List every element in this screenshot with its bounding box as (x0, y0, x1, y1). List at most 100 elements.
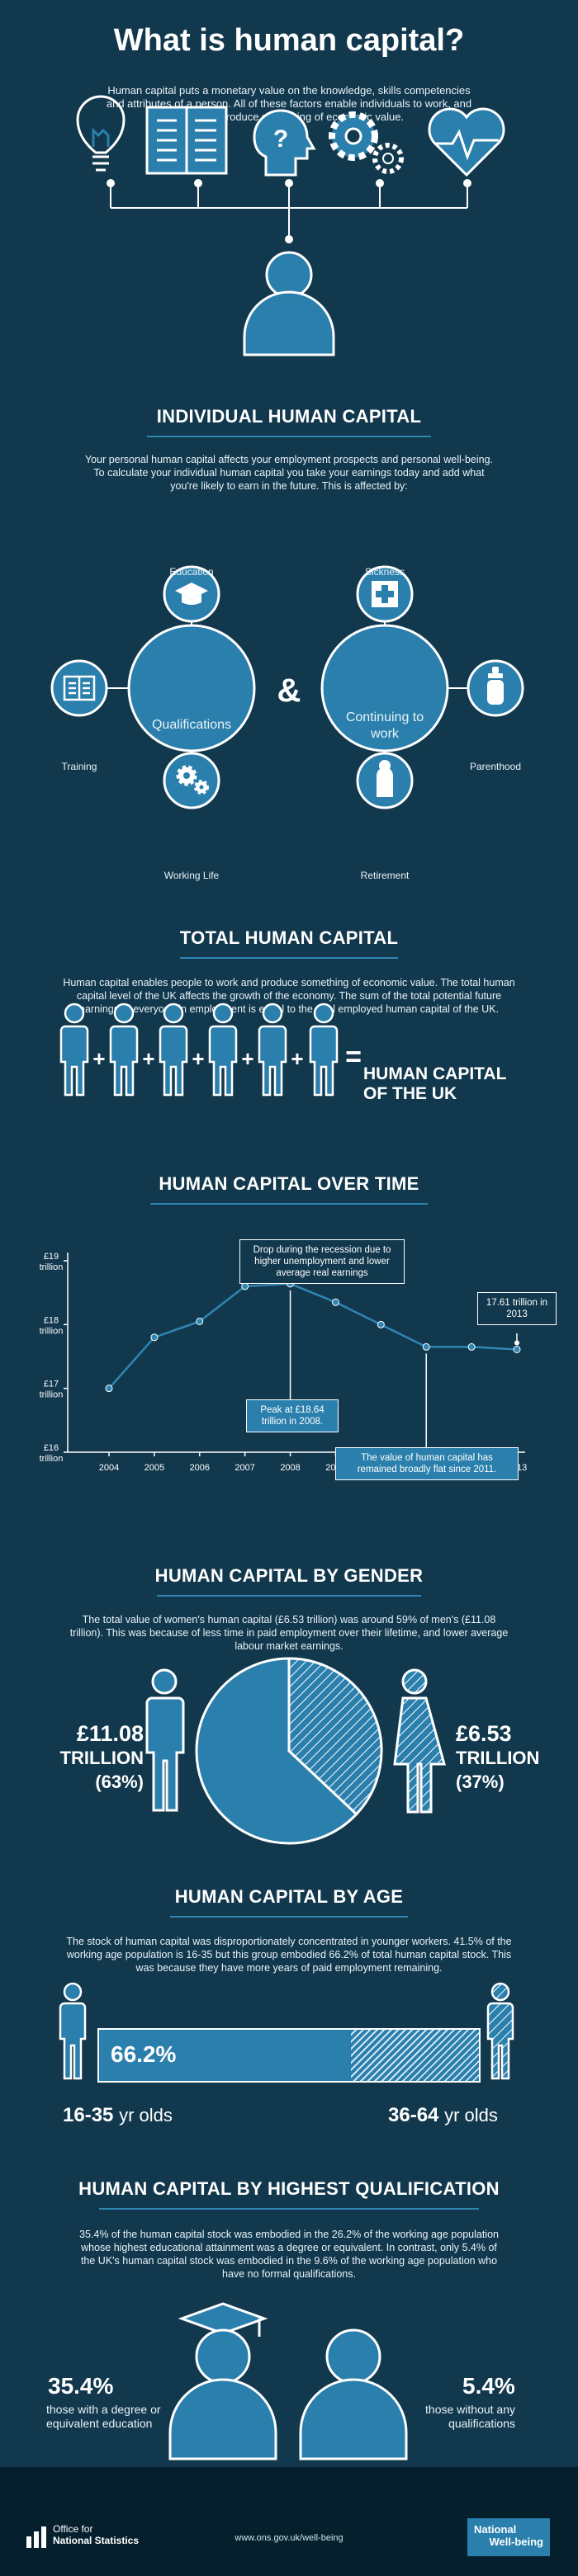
working-life-label: Working Life (163, 870, 220, 881)
young-age-label: 16-35 yr olds (63, 2104, 173, 2127)
y-tick-label: £16 (44, 1443, 59, 1453)
qualifications-label: Qualifications (151, 718, 232, 732)
book-icon (145, 106, 228, 175)
older-person-icon (486, 1982, 514, 2080)
gender-divider (157, 1595, 421, 1597)
y-tick-unit: trillion (40, 1390, 64, 1400)
footer-url[interactable]: www.ons.gov.uk/well-being (235, 2533, 343, 2543)
worker-icon (258, 1003, 287, 1097)
continuing-to-work-label: Continuing to work (345, 710, 424, 741)
y-tick-label: £18 (44, 1315, 59, 1325)
young-person-icon (59, 1982, 87, 2080)
worker-icon (59, 1003, 89, 1097)
baby-bottle-icon (487, 667, 504, 705)
training-label: Training (61, 761, 97, 772)
ons-logo-icon (26, 2526, 46, 2548)
worker-icon (309, 1003, 339, 1097)
lightbulb-icon (76, 95, 126, 172)
graduate-person-icon (168, 2302, 277, 2460)
recession-note: Drop during the recession due to higher … (239, 1239, 405, 1284)
total-heading: TOTAL HUMAN CAPITAL (179, 927, 399, 948)
gender-pie-chart (195, 1657, 383, 1845)
qualification-text: 35.4% of the human capital stock was emb… (79, 2229, 499, 2280)
age-share-bar: 66.2% (97, 2028, 481, 2083)
gender-heading: HUMAN CAPITAL BY GENDER (154, 1565, 424, 1586)
individual-divider (147, 436, 431, 437)
uk-result-line2: OF THE UK (363, 1084, 457, 1103)
data-point (241, 1282, 249, 1290)
y-tick-unit: trillion (40, 1454, 64, 1464)
data-point (196, 1317, 204, 1325)
young-share-fill (99, 2030, 351, 2081)
age-divider (170, 1916, 408, 1918)
uk-result-line1: HUMAN CAPITAL (363, 1064, 507, 1083)
medical-cross-icon (372, 581, 398, 607)
qualification-heading: HUMAN CAPITAL BY HIGHEST QUALIFICATION (78, 2178, 500, 2199)
well-being-badge: National Well-being (467, 2518, 550, 2556)
old-age-number: 36-64 (388, 2104, 439, 2126)
young-age-unit: yr olds (119, 2105, 173, 2125)
data-point (105, 1385, 113, 1393)
none-label: those without any qualifications (425, 2403, 515, 2430)
young-share-label: 66.2% (111, 2041, 177, 2067)
mortarboard-icon (175, 583, 208, 605)
plus-sign: + (192, 1046, 204, 1071)
x-tick-label: 2004 (99, 1463, 119, 1473)
gears-icon (329, 111, 404, 174)
men-value: £11.08 (76, 1721, 144, 1746)
qualification-figures (168, 2302, 408, 2460)
women-pct: (37%) (456, 1772, 505, 1792)
y-tick-label: £19 (44, 1252, 59, 1262)
gender-text: The total value of women's human capital… (69, 1614, 509, 1652)
plus-sign: + (142, 1046, 154, 1071)
data-point (377, 1320, 385, 1328)
parenthood-label: Parenthood (469, 761, 522, 772)
none-pct: 5.4% (462, 2373, 515, 2399)
gender-figure (145, 1657, 446, 1845)
org-line2: National Statistics (53, 2535, 140, 2546)
people-row: + + + + + = (59, 1003, 362, 1097)
total-text: Human capital enables people to work and… (63, 977, 515, 1015)
young-age-number: 16-35 (63, 2104, 114, 2126)
worker-icon (159, 1003, 188, 1097)
continuing-to-work-hub (320, 624, 449, 753)
header-icon-group: ? (76, 95, 505, 356)
ampersand: & (277, 672, 301, 709)
plus-sign: + (241, 1046, 253, 1071)
line-chart: £19trillion£18trillion£17trillion£16tril… (40, 1252, 528, 1473)
peak-note: Peak at £18.64 trillion in 2008. (246, 1399, 339, 1432)
person-icon (243, 251, 335, 356)
equals-sign: = (345, 1041, 362, 1073)
age-figures (59, 1982, 514, 2080)
series-line (108, 1282, 518, 1389)
org-line1: Office for (53, 2523, 93, 2535)
worker-icon (208, 1003, 238, 1097)
old-age-label: 36-64 yr olds (388, 2104, 498, 2127)
badge-line2: Well-being (489, 2536, 543, 2548)
badge-line1: National (474, 2523, 517, 2536)
value-2013-note: 17.61 trillion in 2013 (477, 1292, 557, 1325)
svg-text:?: ? (273, 125, 288, 153)
y-tick-label: £17 (44, 1380, 59, 1389)
ons-logo-text: Office for National Statistics (53, 2523, 139, 2546)
men-unit: TRILLION (59, 1748, 144, 1768)
women-unit: TRILLION (456, 1748, 540, 1768)
data-point (331, 1298, 339, 1306)
uk-human-capital-label: HUMAN CAPITAL OF THE UK (363, 1064, 506, 1104)
age-heading: HUMAN CAPITAL BY AGE (174, 1886, 404, 1907)
no-qualification-person-icon (299, 2328, 408, 2460)
x-tick-label: 2007 (235, 1463, 254, 1473)
data-point (422, 1342, 430, 1351)
small-gears-icon (176, 765, 209, 795)
retiree-icon (377, 760, 393, 797)
women-slice (287, 1657, 383, 1816)
women-value-block: £6.53 TRILLION (37%) (456, 1722, 547, 1794)
y-tick-unit: trillion (40, 1326, 64, 1336)
woman-icon (393, 1668, 446, 1814)
individual-heading: INDIVIDUAL HUMAN CAPITAL (156, 406, 422, 427)
flat-note: The value of human capital has remained … (335, 1447, 519, 1480)
retirement-label: Retirement (360, 870, 410, 881)
value-2013-marker (514, 1340, 519, 1346)
men-value-block: £11.08 TRILLION (63%) (50, 1722, 144, 1794)
